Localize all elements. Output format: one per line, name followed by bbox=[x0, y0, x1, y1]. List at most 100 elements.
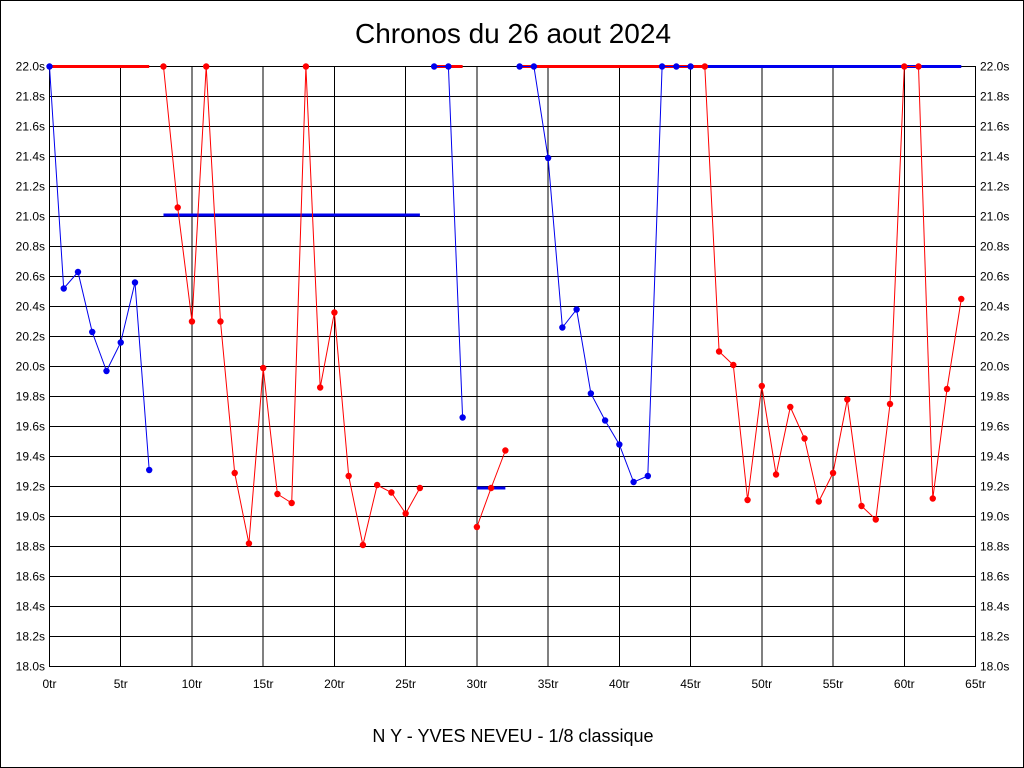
data-point-red bbox=[231, 469, 238, 477]
data-point-blue bbox=[601, 417, 609, 424]
y-tick-label-left: 18.6s bbox=[16, 570, 45, 584]
y-axis-right: 18.0s 18.2s 18.4s 18.6s 18.8s 19.0s 19.2s 19.4s… bbox=[980, 60, 1009, 674]
data-point-blue bbox=[89, 328, 96, 336]
data-point-red bbox=[829, 469, 837, 477]
data-point-blue bbox=[658, 63, 666, 70]
data-points bbox=[46, 63, 965, 549]
y-tick-label-right: 18.4s bbox=[980, 600, 1009, 614]
data-point-red bbox=[929, 495, 936, 502]
data-point-blue bbox=[644, 472, 652, 480]
data-point-red bbox=[259, 364, 267, 372]
data-point-red bbox=[217, 318, 224, 325]
data-point-red bbox=[331, 309, 338, 316]
x-tick-label: 55tr bbox=[823, 677, 844, 691]
y-tick-label-right: 19.6s bbox=[980, 420, 1009, 434]
x-tick-label: 30tr bbox=[467, 677, 488, 691]
data-point-red bbox=[174, 204, 181, 211]
y-tick-label-left: 18.2s bbox=[16, 630, 45, 644]
data-point-red bbox=[302, 63, 310, 70]
data-point-red bbox=[274, 490, 281, 498]
series-line-blue bbox=[434, 66, 464, 418]
y-tick-label-right: 21.0s bbox=[980, 210, 1009, 224]
y-tick-label-right: 20.2s bbox=[980, 330, 1009, 344]
y-tick-label-right: 21.8s bbox=[980, 90, 1009, 104]
x-tick-label: 50tr bbox=[751, 677, 772, 691]
grid bbox=[49, 66, 976, 667]
plot-area bbox=[49, 66, 976, 667]
series-line-blue bbox=[49, 66, 150, 471]
y-tick-label-left: 21.6s bbox=[16, 120, 45, 134]
data-point-red bbox=[958, 295, 965, 303]
data-point-blue bbox=[131, 279, 139, 286]
data-point-blue bbox=[544, 154, 552, 162]
data-point-blue bbox=[616, 441, 623, 448]
x-tick-label: 20tr bbox=[324, 677, 345, 691]
y-tick-label-right: 21.4s bbox=[980, 150, 1009, 164]
data-point-blue bbox=[60, 285, 67, 292]
series-line-red bbox=[163, 66, 421, 546]
x-tick-label: 0tr bbox=[42, 677, 56, 691]
x-tick-label: 45tr bbox=[680, 677, 701, 691]
data-point-red bbox=[858, 502, 865, 510]
data-point-red bbox=[203, 63, 210, 70]
y-tick-label-right: 20.4s bbox=[980, 300, 1009, 314]
data-point-blue bbox=[103, 367, 110, 375]
data-point-red bbox=[715, 348, 723, 355]
data-point-blue bbox=[146, 466, 153, 474]
chart-subtitle: N Y - YVES NEVEU - 1/8 classique bbox=[372, 726, 653, 746]
y-tick-label-right: 20.0s bbox=[980, 360, 1009, 374]
data-point-blue bbox=[74, 268, 82, 276]
data-point-blue bbox=[673, 63, 680, 70]
x-tick-label: 5tr bbox=[114, 677, 128, 691]
y-tick-label-left: 19.2s bbox=[16, 480, 45, 494]
data-point-blue bbox=[587, 390, 595, 397]
y-tick-label-left: 19.4s bbox=[16, 450, 45, 464]
data-point-red bbox=[345, 472, 352, 480]
y-tick-label-left: 20.2s bbox=[16, 330, 45, 344]
data-point-red bbox=[373, 481, 381, 489]
data-point-blue bbox=[530, 63, 538, 70]
y-tick-label-right: 22.0s bbox=[980, 60, 1009, 74]
data-point-red bbox=[730, 361, 737, 369]
data-point-blue bbox=[573, 306, 580, 313]
y-tick-label-left: 19.0s bbox=[16, 510, 45, 524]
y-tick-label-right: 20.6s bbox=[980, 270, 1009, 284]
y-tick-label-left: 19.8s bbox=[16, 390, 45, 404]
data-point-red bbox=[487, 484, 495, 492]
x-tick-label: 10tr bbox=[182, 677, 203, 691]
data-point-blue bbox=[117, 339, 124, 346]
y-tick-label-right: 21.2s bbox=[980, 180, 1009, 194]
x-axis: 0tr 5tr 10tr 15tr 20tr 25tr 30tr 35tr 40tr 45tr 50… bbox=[42, 677, 985, 691]
x-tick-label: 60tr bbox=[894, 677, 915, 691]
y-tick-label-left: 20.6s bbox=[16, 270, 45, 284]
y-tick-label-right: 18.0s bbox=[980, 660, 1009, 674]
y-axis-left: 18.0s 18.2s 18.4s 18.6s 18.8s 19.0s 19.2s 19.4s… bbox=[16, 60, 45, 674]
y-tick-label-right: 18.8s bbox=[980, 540, 1009, 554]
x-tick-label: 25tr bbox=[395, 677, 416, 691]
data-point-red bbox=[744, 496, 751, 504]
y-tick-label-right: 19.0s bbox=[980, 510, 1009, 524]
y-tick-label-left: 20.0s bbox=[16, 360, 45, 374]
y-tick-label-right: 18.6s bbox=[980, 570, 1009, 584]
x-tick-label: 35tr bbox=[538, 677, 559, 691]
data-point-red bbox=[943, 385, 951, 393]
chart-title: Chronos du 26 aout 2024 bbox=[355, 18, 671, 49]
y-tick-label-right: 19.8s bbox=[980, 390, 1009, 404]
data-point-blue bbox=[430, 63, 438, 70]
y-tick-label-left: 22.0s bbox=[16, 60, 45, 74]
y-tick-label-left: 20.8s bbox=[16, 240, 45, 254]
data-point-red bbox=[701, 63, 709, 70]
data-point-red bbox=[160, 63, 167, 70]
y-tick-label-right: 19.2s bbox=[980, 480, 1009, 494]
data-point-red bbox=[502, 447, 509, 454]
y-tick-label-left: 19.6s bbox=[16, 420, 45, 434]
data-point-red bbox=[316, 384, 324, 391]
data-point-red bbox=[402, 510, 409, 517]
data-point-red bbox=[473, 523, 481, 531]
y-tick-label-right: 20.8s bbox=[980, 240, 1009, 254]
y-tick-label-right: 18.2s bbox=[980, 630, 1009, 644]
y-tick-label-left: 21.0s bbox=[16, 210, 45, 224]
data-point-red bbox=[758, 382, 766, 390]
